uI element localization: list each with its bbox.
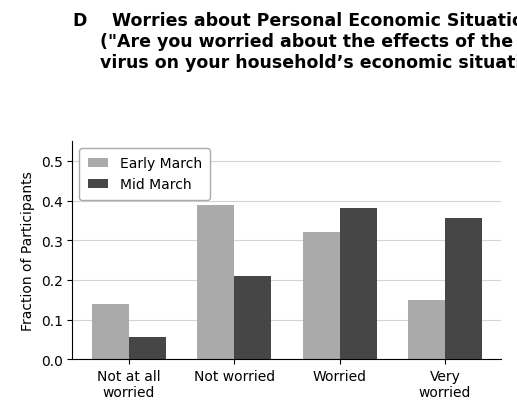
Bar xyxy=(303,233,340,359)
Bar xyxy=(129,337,165,359)
Bar xyxy=(92,304,129,359)
Bar xyxy=(234,276,271,359)
Text: D: D xyxy=(72,12,87,30)
Bar xyxy=(340,209,376,359)
Text: Worries about Personal Economic Situation
("Are you worried about the effects of: Worries about Personal Economic Situatio… xyxy=(100,12,517,72)
Bar xyxy=(445,219,482,359)
Bar xyxy=(408,300,445,359)
Bar xyxy=(197,205,234,359)
Y-axis label: Fraction of Participants: Fraction of Participants xyxy=(21,171,35,330)
Legend: Early March, Mid March: Early March, Mid March xyxy=(79,149,210,200)
